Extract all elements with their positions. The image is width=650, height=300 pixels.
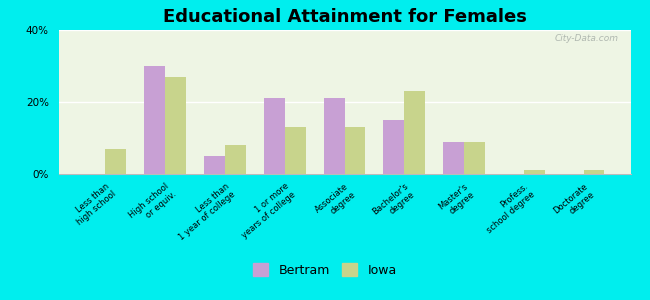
- Bar: [524, 170, 545, 174]
- Bar: [165, 77, 186, 174]
- Bar: [144, 66, 165, 174]
- Text: City-Data.com: City-Data.com: [555, 34, 619, 43]
- Legend: Bertram, Iowa: Bertram, Iowa: [248, 258, 402, 282]
- Bar: [204, 156, 225, 174]
- Bar: [285, 127, 306, 174]
- Bar: [443, 142, 464, 174]
- Bar: [105, 149, 126, 174]
- Bar: [404, 91, 425, 174]
- Bar: [225, 145, 246, 174]
- Bar: [584, 170, 605, 174]
- Bar: [344, 127, 365, 174]
- Bar: [464, 142, 485, 174]
- Title: Educational Attainment for Females: Educational Attainment for Females: [162, 8, 526, 26]
- Bar: [264, 98, 285, 174]
- Bar: [324, 98, 344, 174]
- Bar: [384, 120, 404, 174]
